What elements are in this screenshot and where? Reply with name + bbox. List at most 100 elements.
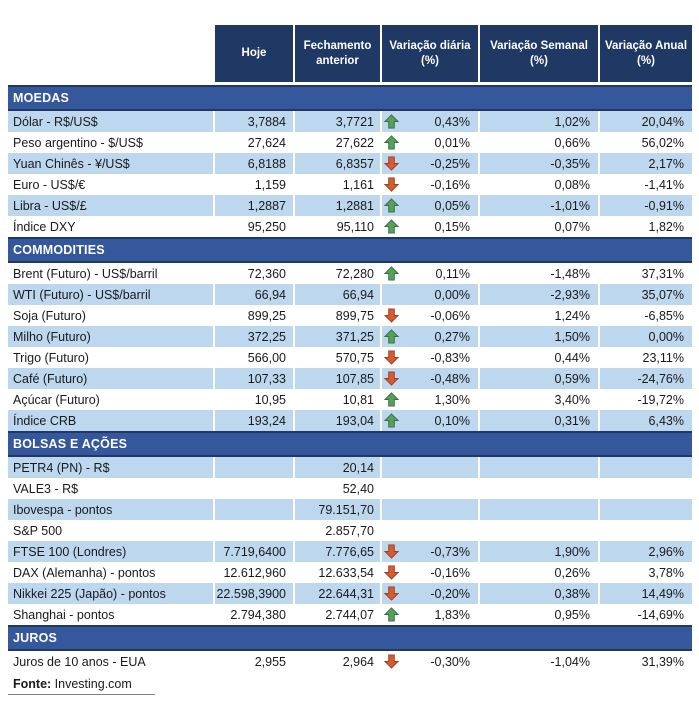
source-note: Fonte: Investing.com xyxy=(8,675,155,695)
cell-variacao-anual: -0,91% xyxy=(600,195,692,216)
cell-variacao-anual xyxy=(600,478,692,499)
cell-variacao-anual: -1,41% xyxy=(644,177,684,192)
cell-variacao-diaria xyxy=(382,499,480,520)
cell-variacao-anual: -14,69% xyxy=(637,607,684,622)
cell-fechamento-anterior: 10,81 xyxy=(295,389,382,410)
cell-variacao-semanal: 0,26% xyxy=(480,562,600,583)
cell-variacao-diaria: 0,15% xyxy=(382,216,480,237)
table-row-vale3-r: VALE3 - R$ 52,40 xyxy=(8,478,692,499)
cell-fechamento-anterior: 7.776,65 xyxy=(295,541,382,562)
cell-label: Brent (Futuro) - US$/barril xyxy=(8,263,215,284)
arrow-placeholder xyxy=(384,460,400,476)
cell-variacao-anual: 0,00% xyxy=(600,326,692,347)
cell-fechamento-anterior: 6,8357 xyxy=(295,153,382,174)
cell-label: WTI (Futuro) - US$/barril xyxy=(8,284,215,305)
down-arrow-icon xyxy=(384,654,400,670)
cell-variacao-anual: 3,78% xyxy=(648,565,684,580)
cell-label: PETR4 (PN) - R$ xyxy=(8,457,215,478)
cell-label: DAX (Alemanha) - pontos xyxy=(8,562,215,583)
variacao-diaria-value: 0,01% xyxy=(434,135,470,150)
cell-label: Yuan Chinês - ¥/US$ xyxy=(8,153,215,174)
section-header-moedas: MOEDAS xyxy=(8,85,692,111)
cell-variacao-semanal: 0,59% xyxy=(480,368,600,389)
table-row-peso-argentino-us: Peso argentino - $/US$ 27,624 27,622 0,01% 0… xyxy=(8,132,692,153)
cell-hoje xyxy=(215,478,295,499)
cell-variacao-anual: 56,02% xyxy=(641,135,684,150)
cell-hoje: 12.612,960 xyxy=(215,562,295,583)
cell-hoje xyxy=(215,499,295,520)
table-row-dolar-r-us: Dólar - R$/US$ 3,7884 3,7721 0,43% 1,02% 20,0… xyxy=(8,111,692,132)
variacao-diaria-value: 1,30% xyxy=(434,392,470,407)
cell-variacao-semanal: 1,50% xyxy=(480,326,600,347)
cell-variacao-semanal: -0,35% xyxy=(480,153,600,174)
cell-label: Juros de 10 anos - EUA xyxy=(8,651,215,672)
cell-fechamento-anterior: 2.857,70 xyxy=(295,520,382,541)
cell-hoje: 10,95 xyxy=(215,389,295,410)
cell-label: Peso argentino - $/US$ xyxy=(8,132,215,153)
cell-variacao-diaria: -0,73% xyxy=(382,541,480,562)
cell-variacao-anual: -19,72% xyxy=(637,392,684,407)
up-arrow-icon xyxy=(384,413,400,429)
cell-fechamento-anterior: 66,94 xyxy=(295,284,382,305)
section-header-juros: JUROS xyxy=(8,625,692,651)
cell-label: FTSE 100 (Londres) xyxy=(8,541,215,562)
cell-hoje: 2,955 xyxy=(215,651,295,672)
cell-fechamento-anterior: 1,2881 xyxy=(295,195,382,216)
variacao-diaria-value: 0,00% xyxy=(434,287,470,302)
section-header-bolsas-e-acoes: BOLSAS E AÇÕES xyxy=(8,431,692,457)
cell-fechamento-anterior: 1,161 xyxy=(295,174,382,195)
cell-label: Soja (Futuro) xyxy=(8,305,215,326)
table-row-euro-us: Euro - US$/€ 1,159 1,161 -0,16% 0,08% -1,41% xyxy=(8,174,692,195)
down-arrow-icon xyxy=(384,565,400,581)
cell-label: Índice CRB xyxy=(8,410,215,431)
cell-variacao-diaria xyxy=(382,520,480,541)
cell-variacao-anual: -6,85% xyxy=(644,308,684,323)
cell-hoje: 1,2887 xyxy=(215,195,295,216)
table-row-petr4-pn-r: PETR4 (PN) - R$ 20,14 xyxy=(8,457,692,478)
cell-hoje xyxy=(215,520,295,541)
cell-variacao-semanal: -2,93% xyxy=(480,284,600,305)
cell-hoje: 27,624 xyxy=(215,132,295,153)
column-header-variacao-diaria: Variação diária (%) xyxy=(382,25,480,82)
variacao-diaria-value: -0,83% xyxy=(430,350,470,365)
cell-variacao-semanal xyxy=(480,499,600,520)
cell-variacao-diaria: -0,83% xyxy=(382,347,480,368)
column-header-variacao-semanal: Variação Semanal (%) xyxy=(480,25,600,82)
cell-variacao-diaria: 0,05% xyxy=(382,195,480,216)
cell-fechamento-anterior: 12.633,54 xyxy=(295,562,382,583)
cell-variacao-diaria: -0,06% xyxy=(382,305,480,326)
table-row-wti-futuro-us-barril: WTI (Futuro) - US$/barril 66,94 66,94 0,00%… xyxy=(8,284,692,305)
table-row-nikkei-225-japao-pontos: Nikkei 225 (Japão) - pontos 22.598,3900 22… xyxy=(8,583,692,604)
cell-label: Trigo (Futuro) xyxy=(8,347,215,368)
down-arrow-icon xyxy=(384,586,400,602)
table-row-shanghai-pontos: Shanghai - pontos 2.794,380 2.744,07 1,83% 0… xyxy=(8,604,692,625)
cell-variacao-semanal: 0,38% xyxy=(480,583,600,604)
cell-variacao-diaria: -0,25% xyxy=(382,153,480,174)
cell-fechamento-anterior: 371,25 xyxy=(295,326,382,347)
cell-label: Euro - US$/€ xyxy=(8,174,215,195)
source-label: Fonte: xyxy=(13,677,52,691)
cell-fechamento-anterior: 2,964 xyxy=(295,651,382,672)
cell-variacao-semanal: 3,40% xyxy=(480,389,600,410)
up-arrow-icon xyxy=(384,114,400,130)
cell-variacao-diaria: -0,16% xyxy=(382,562,480,583)
cell-hoje: 2.794,380 xyxy=(215,604,295,625)
cell-variacao-diaria: 0,01% xyxy=(382,132,480,153)
table-row-soja-futuro: Soja (Futuro) 899,25 899,75 -0,06% 1,24% -6,8… xyxy=(8,305,692,326)
up-arrow-icon xyxy=(384,329,400,345)
cell-fechamento-anterior: 72,280 xyxy=(295,263,382,284)
cell-hoje: 7.719,6400 xyxy=(215,541,295,562)
up-arrow-icon xyxy=(384,198,400,214)
cell-fechamento-anterior: 95,110 xyxy=(295,216,382,237)
table-row-indice-crb: Índice CRB 193,24 193,04 0,10% 0,31% 6,43% xyxy=(8,410,692,431)
table-row-yuan-chines-us: Yuan Chinês - ¥/US$ 6,8188 6,8357 -0,25% -0,… xyxy=(8,153,692,174)
table-row-milho-futuro: Milho (Futuro) 372,25 371,25 0,27% 1,50% 0,00… xyxy=(8,326,692,347)
variacao-diaria-value: -0,73% xyxy=(430,544,470,559)
cell-label: Nikkei 225 (Japão) - pontos xyxy=(8,583,215,604)
cell-variacao-anual: 23,11% xyxy=(642,350,684,365)
cell-variacao-anual: 2,96% xyxy=(600,541,692,562)
cell-fechamento-anterior: 570,75 xyxy=(295,347,382,368)
cell-variacao-anual xyxy=(600,499,692,520)
down-arrow-icon xyxy=(384,350,400,366)
table-row-cafe-futuro: Café (Futuro) 107,33 107,85 -0,48% 0,59% -24,… xyxy=(8,368,692,389)
